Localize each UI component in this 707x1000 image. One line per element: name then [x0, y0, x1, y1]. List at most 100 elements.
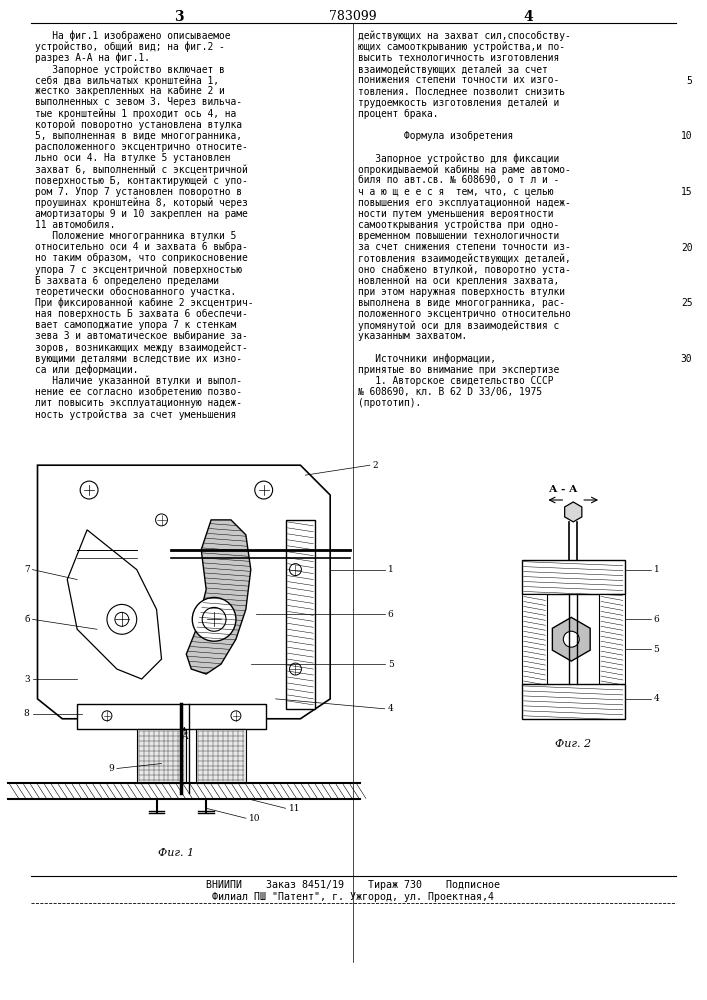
Text: 6: 6: [387, 610, 394, 619]
Text: лит повысить эксплуатационную надеж-: лит повысить эксплуатационную надеж-: [35, 398, 242, 408]
Text: 9: 9: [108, 764, 114, 773]
Text: понижения степени точности их изго-: понижения степени точности их изго-: [358, 75, 559, 85]
Text: опрокидываемой кабины на раме автомо-: опрокидываемой кабины на раме автомо-: [358, 164, 571, 175]
Polygon shape: [67, 530, 161, 679]
Text: товления. Последнее позволит снизить: товления. Последнее позволит снизить: [358, 86, 565, 96]
Polygon shape: [77, 704, 266, 729]
Text: ющих самооткрыванию устройства,и по-: ющих самооткрыванию устройства,и по-: [358, 42, 565, 52]
Text: нение ее согласно изобретению позво-: нение ее согласно изобретению позво-: [35, 387, 242, 397]
Text: Положение многогранника втулки 5: Положение многогранника втулки 5: [35, 231, 235, 241]
Text: Б захвата 6 определено пределами: Б захвата 6 определено пределами: [35, 276, 218, 286]
Text: 10: 10: [681, 131, 692, 141]
Text: захват 6, выполненный с эксцентричной: захват 6, выполненный с эксцентричной: [35, 164, 247, 175]
Text: ч а ю щ е е с я  тем, что, с целью: ч а ю щ е е с я тем, что, с целью: [358, 187, 554, 197]
Bar: [286, 520, 315, 709]
Text: 5: 5: [654, 645, 660, 654]
Text: амортизаторы 9 и 10 закреплен на раме: амортизаторы 9 и 10 закреплен на раме: [35, 209, 247, 219]
Text: за счет снижения степени точности из-: за счет снижения степени точности из-: [358, 242, 571, 252]
Text: льно оси 4. На втулке 5 установлен: льно оси 4. На втулке 5 установлен: [35, 153, 230, 163]
Text: 8: 8: [24, 709, 30, 718]
Text: б: б: [24, 615, 30, 624]
Text: проушинах кронштейна 8, который через: проушинах кронштейна 8, который через: [35, 198, 247, 208]
Text: упора 7 с эксцентричной поверхностью: упора 7 с эксцентричной поверхностью: [35, 265, 242, 275]
Text: разрез А-А на фиг.1.: разрез А-А на фиг.1.: [35, 53, 149, 63]
Text: (прототип).: (прототип).: [358, 398, 421, 408]
Polygon shape: [37, 465, 330, 719]
Text: 25: 25: [681, 298, 692, 308]
Text: вает самоподжатие упора 7 к стенкам: вает самоподжатие упора 7 к стенкам: [35, 320, 235, 330]
Text: 3: 3: [174, 10, 183, 24]
Text: 5: 5: [387, 660, 394, 669]
Text: № 608690, кл. В 62 D 33/06, 1975: № 608690, кл. В 62 D 33/06, 1975: [358, 387, 542, 397]
Text: устройство, общий вид; на фиг.2 -: устройство, общий вид; на фиг.2 -: [35, 42, 224, 52]
Text: готовления взаимодействующих деталей,: готовления взаимодействующих деталей,: [358, 253, 571, 264]
Text: 20: 20: [681, 243, 692, 253]
Bar: [197, 729, 246, 783]
Text: процент брака.: процент брака.: [358, 109, 438, 119]
Text: выполнена в виде многогранника, рас-: выполнена в виде многогранника, рас-: [358, 298, 565, 308]
Text: Формула изобретения: Формула изобретения: [358, 131, 513, 141]
Text: взаимодействующих деталей за счет: взаимодействующих деталей за счет: [358, 64, 548, 75]
Text: тые кронштейны 1 проходит ось 4, на: тые кронштейны 1 проходит ось 4, на: [35, 109, 235, 119]
Text: теоретически обоснованного участка.: теоретически обоснованного участка.: [35, 287, 235, 297]
Text: расположенного эксцентрично относите-: расположенного эксцентрично относите-: [35, 142, 247, 152]
Text: повышения его эксплуатационной надеж-: повышения его эксплуатационной надеж-: [358, 198, 571, 208]
Text: вующими деталями вследствие их изно-: вующими деталями вследствие их изно-: [35, 354, 242, 364]
Text: самооткрывания устройства при одно-: самооткрывания устройства при одно-: [358, 220, 559, 230]
Text: 3: 3: [24, 674, 30, 684]
Bar: [522, 560, 625, 594]
Circle shape: [192, 597, 236, 641]
Text: 5: 5: [686, 76, 692, 86]
Bar: [599, 594, 625, 684]
Text: 1. Авторское свидетельство СССР: 1. Авторское свидетельство СССР: [358, 376, 554, 386]
Text: A: A: [181, 732, 187, 741]
Text: 1: 1: [387, 565, 394, 574]
Text: упомянутой оси для взаимодействия с: упомянутой оси для взаимодействия с: [358, 320, 559, 331]
Text: 30: 30: [681, 354, 692, 364]
Text: 7: 7: [24, 565, 30, 574]
Polygon shape: [552, 617, 590, 661]
Text: ности путем уменьшения вероятности: ности путем уменьшения вероятности: [358, 209, 554, 219]
Text: 4: 4: [387, 704, 394, 713]
Text: 15: 15: [681, 187, 692, 197]
Text: Источники информации,: Источники информации,: [358, 354, 496, 364]
Text: ВНИИПИ    Заказ 8451/19    Тираж 730    Подписное: ВНИИПИ Заказ 8451/19 Тираж 730 Подписное: [206, 880, 500, 890]
Text: На фиг.1 изображено описываемое: На фиг.1 изображено описываемое: [35, 31, 230, 41]
Text: 11 автомобиля.: 11 автомобиля.: [35, 220, 115, 230]
Text: Филиал ПШ "Патент", г. Ужгород, ул. Проектная,4: Филиал ПШ "Патент", г. Ужгород, ул. Прое…: [212, 892, 494, 902]
Text: временном повышении технологичности: временном повышении технологичности: [358, 231, 559, 241]
Text: зоров, возникающих между взаимодейст-: зоров, возникающих между взаимодейст-: [35, 342, 247, 353]
Text: жестко закрепленных на кабине 2 и: жестко закрепленных на кабине 2 и: [35, 86, 224, 96]
Text: 10: 10: [249, 814, 260, 823]
Bar: [522, 594, 547, 684]
Text: 1: 1: [654, 565, 660, 574]
Text: биля по авт.св. № 608690, о т л и -: биля по авт.св. № 608690, о т л и -: [358, 175, 559, 185]
Text: Запорное устройство включает в: Запорное устройство включает в: [35, 64, 224, 75]
Text: 783099: 783099: [329, 10, 377, 23]
Text: себя два вильчатых кронштейна 1,: себя два вильчатых кронштейна 1,: [35, 75, 218, 86]
Polygon shape: [565, 502, 582, 522]
Text: трудоемкость изготовления деталей и: трудоемкость изготовления деталей и: [358, 97, 559, 108]
Bar: [136, 729, 187, 783]
Text: ность устройства за счет уменьшения: ность устройства за счет уменьшения: [35, 409, 235, 420]
Text: ром 7. Упор 7 установлен поворотно в: ром 7. Упор 7 установлен поворотно в: [35, 187, 242, 197]
Text: действующих на захват сил,способству-: действующих на захват сил,способству-: [358, 31, 571, 41]
Text: ная поверхность Б захвата 6 обеспечи-: ная поверхность Б захвата 6 обеспечи-: [35, 309, 247, 319]
Text: Фиг. 2: Фиг. 2: [555, 739, 591, 749]
Text: принятые во внимание при экспертизе: принятые во внимание при экспертизе: [358, 365, 559, 375]
Text: Наличие указанной втулки и выпол-: Наличие указанной втулки и выпол-: [35, 376, 242, 386]
Text: 11: 11: [288, 804, 300, 813]
Text: 6: 6: [654, 615, 660, 624]
Text: 5, выполненная в виде многогранника,: 5, выполненная в виде многогранника,: [35, 131, 242, 141]
Circle shape: [107, 604, 136, 634]
Text: при этом наружная поверхность втулки: при этом наружная поверхность втулки: [358, 287, 565, 297]
Text: выполненных с зевом 3. Через вильча-: выполненных с зевом 3. Через вильча-: [35, 97, 242, 107]
Text: 4: 4: [654, 694, 660, 703]
Text: указанным захватом.: указанным захватом.: [358, 331, 467, 341]
Text: которой поворотно установлена втулка: которой поворотно установлена втулка: [35, 120, 242, 130]
Text: высить технологичность изготовления: высить технологичность изготовления: [358, 53, 559, 63]
Bar: [522, 684, 625, 719]
Text: 4: 4: [524, 10, 534, 24]
Text: зева 3 и автоматическое выбирание за-: зева 3 и автоматическое выбирание за-: [35, 331, 247, 341]
Text: новленной на оси крепления захвата,: новленной на оси крепления захвата,: [358, 276, 559, 286]
